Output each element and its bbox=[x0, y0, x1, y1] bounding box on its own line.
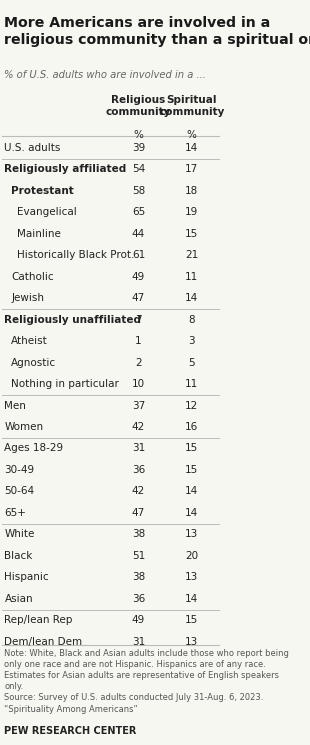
Text: 58: 58 bbox=[132, 186, 145, 196]
Text: 42: 42 bbox=[132, 422, 145, 432]
Text: 51: 51 bbox=[132, 551, 145, 561]
Text: Agnostic: Agnostic bbox=[11, 358, 56, 367]
Text: 1: 1 bbox=[135, 336, 142, 346]
Text: 31: 31 bbox=[132, 636, 145, 647]
Text: 47: 47 bbox=[132, 508, 145, 518]
Text: %: % bbox=[187, 130, 197, 139]
Text: 20: 20 bbox=[185, 551, 198, 561]
Text: 54: 54 bbox=[132, 165, 145, 174]
Text: 11: 11 bbox=[185, 379, 198, 389]
Text: Jewish: Jewish bbox=[11, 294, 44, 303]
Text: 36: 36 bbox=[132, 594, 145, 603]
Text: 10: 10 bbox=[132, 379, 145, 389]
Text: 38: 38 bbox=[132, 572, 145, 582]
Text: Dem/lean Dem: Dem/lean Dem bbox=[4, 636, 82, 647]
Text: Women: Women bbox=[4, 422, 44, 432]
Text: %: % bbox=[134, 130, 144, 139]
Text: Asian: Asian bbox=[4, 594, 33, 603]
Text: 15: 15 bbox=[185, 615, 198, 625]
Text: 38: 38 bbox=[132, 529, 145, 539]
Text: 11: 11 bbox=[185, 272, 198, 282]
Text: 49: 49 bbox=[132, 615, 145, 625]
Text: More Americans are involved in a
religious community than a spiritual one: More Americans are involved in a religio… bbox=[4, 16, 310, 47]
Text: Rep/lean Rep: Rep/lean Rep bbox=[4, 615, 73, 625]
Text: Protestant: Protestant bbox=[11, 186, 74, 196]
Text: 19: 19 bbox=[185, 207, 198, 218]
Text: 61: 61 bbox=[132, 250, 145, 260]
Text: 14: 14 bbox=[185, 486, 198, 496]
Text: 21: 21 bbox=[185, 250, 198, 260]
Text: Ages 18-29: Ages 18-29 bbox=[4, 443, 64, 454]
Text: 7: 7 bbox=[135, 314, 142, 325]
Text: White: White bbox=[4, 529, 35, 539]
Text: 47: 47 bbox=[132, 294, 145, 303]
Text: 65: 65 bbox=[132, 207, 145, 218]
Text: Religious
community: Religious community bbox=[106, 95, 171, 117]
Text: Catholic: Catholic bbox=[11, 272, 54, 282]
Text: 49: 49 bbox=[132, 272, 145, 282]
Text: 13: 13 bbox=[185, 572, 198, 582]
Text: U.S. adults: U.S. adults bbox=[4, 143, 61, 153]
Text: 50-64: 50-64 bbox=[4, 486, 34, 496]
Text: PEW RESEARCH CENTER: PEW RESEARCH CENTER bbox=[4, 726, 137, 736]
Text: Spiritual
community: Spiritual community bbox=[159, 95, 224, 117]
Text: 14: 14 bbox=[185, 294, 198, 303]
Text: 15: 15 bbox=[185, 229, 198, 239]
Text: Historically Black Prot.: Historically Black Prot. bbox=[17, 250, 135, 260]
Text: 8: 8 bbox=[188, 314, 195, 325]
Text: 30-49: 30-49 bbox=[4, 465, 34, 475]
Text: 42: 42 bbox=[132, 486, 145, 496]
Text: 44: 44 bbox=[132, 229, 145, 239]
Text: 14: 14 bbox=[185, 508, 198, 518]
Text: 3: 3 bbox=[188, 336, 195, 346]
Text: Religiously affiliated: Religiously affiliated bbox=[4, 165, 127, 174]
Text: Nothing in particular: Nothing in particular bbox=[11, 379, 119, 389]
Text: 18: 18 bbox=[185, 186, 198, 196]
Text: Hispanic: Hispanic bbox=[4, 572, 49, 582]
Text: 17: 17 bbox=[185, 165, 198, 174]
Text: 31: 31 bbox=[132, 443, 145, 454]
Text: 13: 13 bbox=[185, 636, 198, 647]
Text: 65+: 65+ bbox=[4, 508, 26, 518]
Text: 13: 13 bbox=[185, 529, 198, 539]
Text: 14: 14 bbox=[185, 594, 198, 603]
Text: 2: 2 bbox=[135, 358, 142, 367]
Text: Atheist: Atheist bbox=[11, 336, 48, 346]
Text: 39: 39 bbox=[132, 143, 145, 153]
Text: Note: White, Black and Asian adults include those who report being
only one race: Note: White, Black and Asian adults incl… bbox=[4, 649, 289, 714]
Text: 36: 36 bbox=[132, 465, 145, 475]
Text: 15: 15 bbox=[185, 465, 198, 475]
Text: 16: 16 bbox=[185, 422, 198, 432]
Text: Evangelical: Evangelical bbox=[17, 207, 77, 218]
Text: % of U.S. adults who are involved in a ...: % of U.S. adults who are involved in a .… bbox=[4, 70, 206, 80]
Text: 5: 5 bbox=[188, 358, 195, 367]
Text: 12: 12 bbox=[185, 401, 198, 410]
Text: Mainline: Mainline bbox=[17, 229, 61, 239]
Text: Black: Black bbox=[4, 551, 33, 561]
Text: 14: 14 bbox=[185, 143, 198, 153]
Text: 37: 37 bbox=[132, 401, 145, 410]
Text: 15: 15 bbox=[185, 443, 198, 454]
Text: Men: Men bbox=[4, 401, 26, 410]
Text: Religiously unaffiliated: Religiously unaffiliated bbox=[4, 314, 141, 325]
